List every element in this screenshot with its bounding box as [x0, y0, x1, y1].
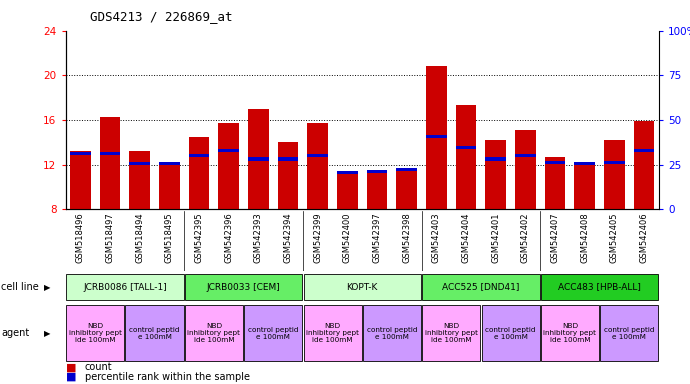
Text: ▶: ▶ [43, 283, 50, 291]
Bar [544, 161, 566, 164]
Bar [248, 109, 269, 209]
Text: ■: ■ [66, 372, 76, 382]
Text: GSM542396: GSM542396 [224, 212, 233, 263]
Bar [307, 123, 328, 209]
Text: GSM542397: GSM542397 [373, 212, 382, 263]
Bar [277, 142, 299, 209]
Bar [455, 146, 477, 149]
Bar [248, 157, 269, 161]
Text: GSM542407: GSM542407 [551, 212, 560, 263]
Text: GSM542402: GSM542402 [521, 212, 530, 263]
Bar [129, 162, 150, 165]
Text: NBD
inhibitory pept
ide 100mM: NBD inhibitory pept ide 100mM [544, 323, 596, 343]
Text: GSM542394: GSM542394 [284, 212, 293, 263]
Bar [544, 157, 566, 209]
Text: NBD
inhibitory pept
ide 100mM: NBD inhibitory pept ide 100mM [188, 323, 240, 343]
Bar [70, 152, 91, 155]
Text: cell line: cell line [1, 282, 39, 292]
Bar [337, 171, 358, 174]
Text: control peptid
e 100mM: control peptid e 100mM [129, 327, 180, 339]
Bar [188, 154, 210, 157]
Text: GSM542399: GSM542399 [313, 212, 322, 263]
Text: control peptid
e 100mM: control peptid e 100mM [248, 327, 299, 339]
Bar [188, 137, 210, 209]
Bar [185, 273, 302, 300]
Bar [541, 273, 658, 300]
Bar [307, 154, 328, 157]
Bar [66, 273, 184, 300]
Text: GSM542401: GSM542401 [491, 212, 500, 263]
Bar [185, 305, 243, 361]
Bar [426, 135, 447, 138]
Bar [66, 305, 124, 361]
Text: control peptid
e 100mM: control peptid e 100mM [604, 327, 655, 339]
Bar [159, 162, 180, 165]
Bar [574, 162, 595, 165]
Bar [515, 154, 536, 157]
Text: GSM518495: GSM518495 [165, 212, 174, 263]
Bar [541, 305, 599, 361]
Text: NBD
inhibitory pept
ide 100mM: NBD inhibitory pept ide 100mM [69, 323, 121, 343]
Text: GSM542395: GSM542395 [195, 212, 204, 263]
Bar [633, 121, 655, 209]
Bar [366, 170, 388, 173]
Text: GSM542393: GSM542393 [254, 212, 263, 263]
Bar [604, 140, 625, 209]
Text: agent: agent [1, 328, 30, 338]
Bar [70, 151, 91, 209]
Text: KOPT-K: KOPT-K [346, 283, 378, 291]
Bar [426, 66, 447, 209]
Bar [485, 157, 506, 161]
Text: NBD
inhibitory pept
ide 100mM: NBD inhibitory pept ide 100mM [425, 323, 477, 343]
Text: GSM518497: GSM518497 [106, 212, 115, 263]
Bar [99, 152, 121, 155]
Bar [422, 273, 540, 300]
Text: NBD
inhibitory pept
ide 100mM: NBD inhibitory pept ide 100mM [306, 323, 359, 343]
Bar [366, 171, 388, 209]
Text: GSM542406: GSM542406 [640, 212, 649, 263]
Bar [218, 123, 239, 209]
Text: JCRB0033 [CEM]: JCRB0033 [CEM] [207, 283, 280, 291]
Text: GSM542398: GSM542398 [402, 212, 411, 263]
Bar [337, 172, 358, 209]
Bar [515, 130, 536, 209]
Bar [396, 169, 417, 209]
Text: percentile rank within the sample: percentile rank within the sample [85, 372, 250, 382]
Text: GSM542408: GSM542408 [580, 212, 589, 263]
Bar [129, 151, 150, 209]
Bar [363, 305, 421, 361]
Text: control peptid
e 100mM: control peptid e 100mM [366, 327, 417, 339]
Bar [218, 149, 239, 152]
Text: GSM542405: GSM542405 [610, 212, 619, 263]
Bar [482, 305, 540, 361]
Text: GSM542404: GSM542404 [462, 212, 471, 263]
Text: JCRB0086 [TALL-1]: JCRB0086 [TALL-1] [83, 283, 167, 291]
Bar [126, 305, 184, 361]
Text: ■: ■ [66, 362, 76, 372]
Bar [633, 149, 655, 152]
Bar [600, 305, 658, 361]
Text: GSM518494: GSM518494 [135, 212, 144, 263]
Bar [304, 305, 362, 361]
Bar [277, 157, 299, 161]
Bar [485, 140, 506, 209]
Bar [455, 106, 477, 209]
Text: ACC483 [HPB-ALL]: ACC483 [HPB-ALL] [558, 283, 641, 291]
Bar [396, 167, 417, 170]
Text: GSM518496: GSM518496 [76, 212, 85, 263]
Text: GSM542403: GSM542403 [432, 212, 441, 263]
Bar [99, 117, 121, 209]
Bar [304, 273, 421, 300]
Text: ACC525 [DND41]: ACC525 [DND41] [442, 283, 520, 291]
Bar [244, 305, 302, 361]
Bar [422, 305, 480, 361]
Bar [574, 164, 595, 209]
Bar [604, 161, 625, 164]
Text: GDS4213 / 226869_at: GDS4213 / 226869_at [90, 10, 233, 23]
Bar [159, 164, 180, 209]
Text: GSM542400: GSM542400 [343, 212, 352, 263]
Text: control peptid
e 100mM: control peptid e 100mM [485, 327, 536, 339]
Text: ▶: ▶ [43, 329, 50, 338]
Text: count: count [85, 362, 112, 372]
